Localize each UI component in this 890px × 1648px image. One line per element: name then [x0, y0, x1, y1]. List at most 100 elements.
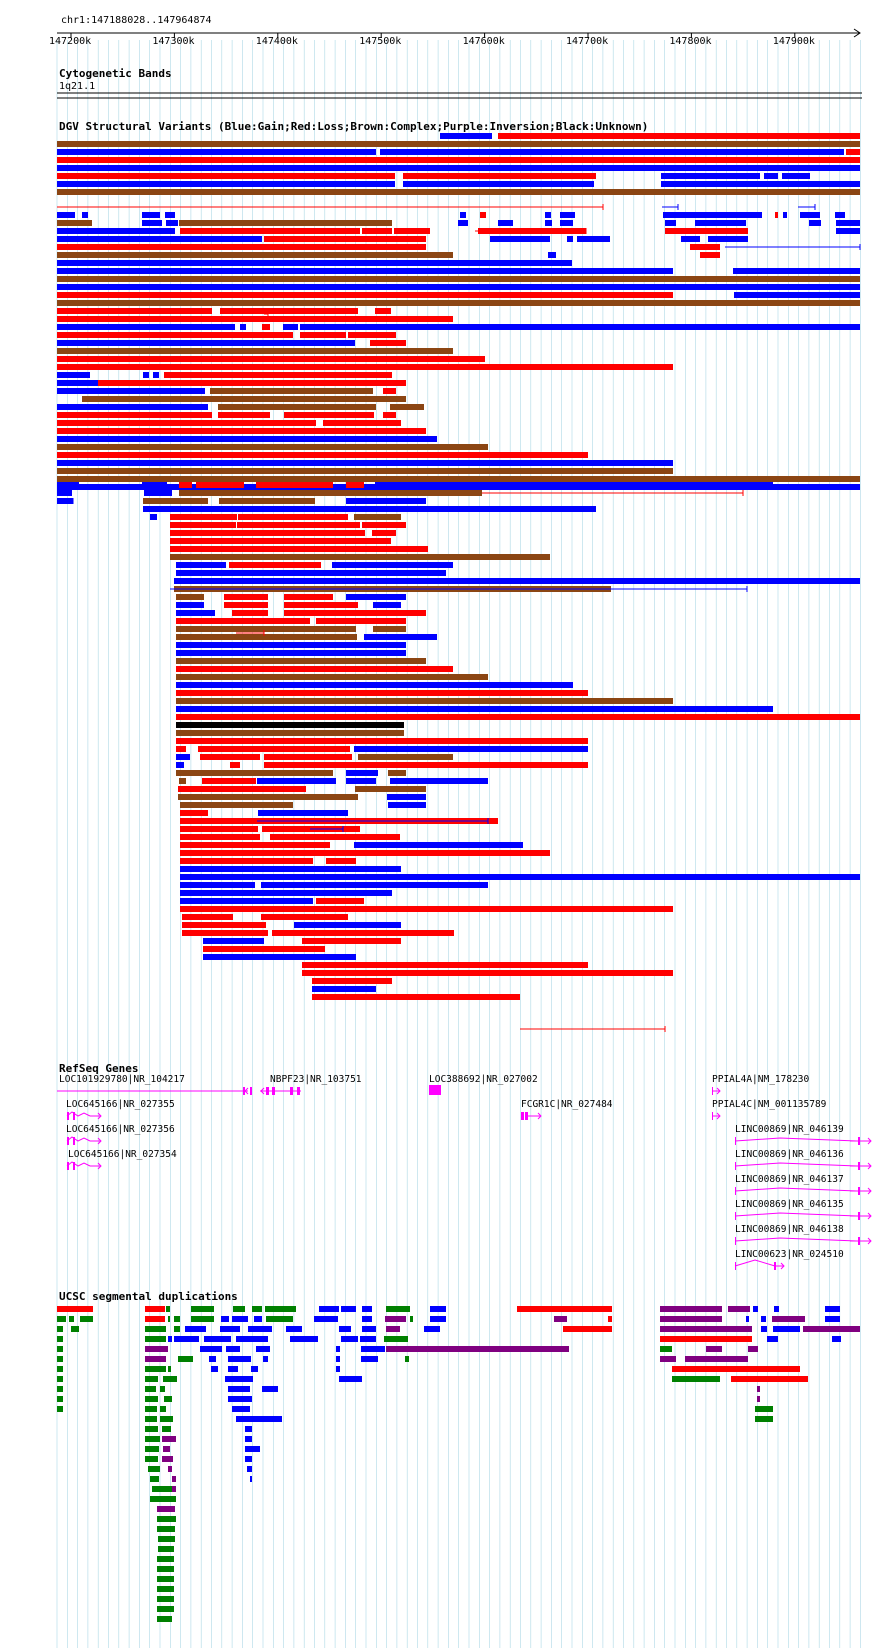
variant-bar: [57, 165, 860, 171]
segdup-bar: [319, 1306, 339, 1312]
variant-bar: [98, 380, 406, 386]
gene-label[interactable]: LINC00623|NR_024510: [735, 1249, 844, 1260]
gene-label[interactable]: NBPF23|NR_103751: [270, 1074, 362, 1085]
segdup-bar: [386, 1306, 410, 1312]
dgv-structural-variants-track[interactable]: [57, 133, 861, 1032]
variant-bar: [57, 348, 453, 354]
segdup-bar: [166, 1306, 170, 1312]
segdup-bar: [57, 1376, 63, 1382]
segmental-duplications-track[interactable]: [57, 1306, 860, 1622]
gene-exon: [266, 1087, 269, 1095]
gene-label[interactable]: LOC645166|NR_027355: [66, 1099, 175, 1110]
variant-bar: [440, 133, 492, 139]
gene-intron: [66, 1161, 91, 1167]
variant-bar: [700, 252, 720, 258]
variant-bar: [663, 212, 762, 218]
segdup-bar: [57, 1306, 93, 1312]
variant-bar: [355, 786, 426, 792]
segdup-bar: [803, 1326, 860, 1332]
variant-bar: [180, 850, 550, 856]
segdup-bar: [341, 1336, 358, 1342]
gene-strand-arrow: [537, 1112, 542, 1120]
variant-bar: [300, 324, 860, 330]
gene-label[interactable]: LOC645166|NR_027356: [66, 1124, 175, 1135]
ruler-tick-label: 147700k: [566, 36, 609, 47]
gene-intron: [734, 1259, 776, 1267]
variant-bar: [388, 770, 406, 776]
segdup-bar: [660, 1336, 752, 1342]
gene-label[interactable]: LOC388692|NR_027002: [429, 1074, 538, 1085]
variant-bar: [57, 444, 488, 450]
gene-label[interactable]: LINC00869|NR_046135: [735, 1199, 844, 1210]
gene-exon: [73, 1137, 75, 1145]
segdup-bar: [247, 1466, 252, 1472]
variant-bar: [164, 372, 392, 378]
variant-bar: [362, 228, 392, 234]
gene-label[interactable]: LINC00869|NR_046139: [735, 1124, 844, 1135]
variant-bar: [346, 498, 426, 504]
segdup-bar: [145, 1426, 158, 1432]
variant-bar: [665, 228, 748, 234]
variant-bar: [846, 149, 860, 155]
variant-bar: [302, 962, 588, 968]
variant-bar: [57, 482, 79, 488]
segdup-bar: [57, 1406, 63, 1412]
segdup-bar: [145, 1356, 166, 1362]
segdup-bar: [157, 1566, 174, 1572]
variant-bar: [176, 642, 406, 648]
gene-label[interactable]: LOC101929780|NR_104217: [59, 1074, 185, 1085]
gene-label[interactable]: PPIAL4C|NM_001135789: [712, 1099, 827, 1110]
variant-bar: [57, 268, 673, 274]
variant-bar: [57, 173, 395, 179]
variant-bar: [548, 252, 556, 258]
cytoband-track: [57, 92, 862, 99]
gene-label[interactable]: PPIAL4A|NM_178230: [712, 1074, 810, 1085]
segdup-bar: [163, 1446, 170, 1452]
segdup-bar: [336, 1346, 340, 1352]
segdup-bar: [145, 1336, 166, 1342]
gene-label[interactable]: LINC00869|NR_046138: [735, 1224, 844, 1235]
segdup-bar: [236, 1336, 268, 1342]
variant-bar: [403, 173, 596, 179]
variant-bar: [261, 882, 488, 888]
gene-label[interactable]: LOC645166|NR_027354: [68, 1149, 177, 1160]
gene-label[interactable]: FCGR1C|NR_027484: [521, 1099, 613, 1110]
variant-bar: [375, 308, 391, 314]
variant-bar: [176, 754, 190, 760]
segdup-bar: [160, 1386, 165, 1392]
variant-bar: [176, 594, 204, 600]
variant-bar: [176, 722, 404, 728]
segdup-bar: [362, 1316, 372, 1322]
segdup-bar: [254, 1316, 262, 1322]
variant-bar: [176, 706, 773, 712]
variant-bar: [354, 514, 401, 520]
segdup-bar: [57, 1336, 63, 1342]
variant-bar: [180, 810, 208, 816]
gene-intron: [66, 1136, 91, 1142]
variant-bar: [708, 236, 748, 242]
segdup-bar: [660, 1326, 752, 1332]
variant-bar: [57, 324, 235, 330]
segdup-bar: [410, 1316, 413, 1322]
gene-strand-arrow: [716, 1087, 721, 1095]
segdup-bar: [57, 1346, 63, 1352]
variant-bar: [176, 666, 453, 672]
gene-label[interactable]: LINC00869|NR_046137: [735, 1174, 844, 1185]
segdup-bar: [157, 1526, 175, 1532]
ruler-tick-label: 147500k: [359, 36, 402, 47]
segdup-bar: [339, 1326, 351, 1332]
segdup-bar: [148, 1466, 160, 1472]
refseq-genes-track[interactable]: [57, 1085, 872, 1270]
gene-exon: [525, 1112, 528, 1120]
variant-bar: [180, 882, 255, 888]
variant-bar: [170, 554, 550, 560]
segdup-bar: [145, 1386, 156, 1392]
segdup-bar: [145, 1306, 165, 1312]
segdup-bar: [150, 1476, 159, 1482]
segdup-bar: [71, 1326, 79, 1332]
gene-exon: [429, 1085, 441, 1095]
gene-label[interactable]: LINC00869|NR_046136: [735, 1149, 844, 1160]
variant-bar: [57, 276, 860, 282]
variant-bar: [57, 308, 212, 314]
dgv-track-title: DGV Structural Variants (Blue:Gain;Red:L…: [59, 120, 649, 133]
